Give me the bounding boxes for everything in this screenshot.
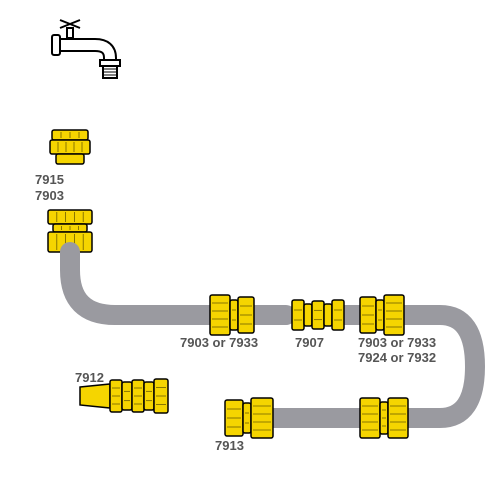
hose-fitting-diagram: 7915 7903 7903 or 7933 7907 7903 or 7933…	[0, 0, 500, 500]
label-7913: 7913	[215, 438, 244, 455]
illustration	[0, 0, 500, 500]
label-7915: 7915	[35, 172, 64, 189]
label-7912: 7912	[75, 370, 104, 387]
label-7924-or-7932: 7924 or 7932	[358, 350, 436, 367]
label-7907: 7907	[295, 335, 324, 352]
label-7903-or-7933-left: 7903 or 7933	[180, 335, 258, 352]
label-7903-top: 7903	[35, 188, 64, 205]
